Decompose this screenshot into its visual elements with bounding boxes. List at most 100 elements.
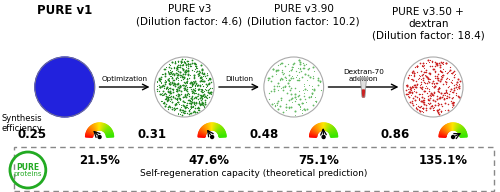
Wedge shape xyxy=(440,130,447,134)
Circle shape xyxy=(322,136,325,138)
Circle shape xyxy=(98,136,101,138)
Wedge shape xyxy=(100,123,102,130)
Wedge shape xyxy=(88,128,94,133)
Wedge shape xyxy=(200,130,206,134)
Circle shape xyxy=(264,57,324,117)
Wedge shape xyxy=(104,126,109,132)
Wedge shape xyxy=(320,123,322,130)
Wedge shape xyxy=(444,126,448,132)
Wedge shape xyxy=(88,129,94,133)
Wedge shape xyxy=(330,130,336,134)
Wedge shape xyxy=(322,123,324,130)
Wedge shape xyxy=(198,134,205,136)
Wedge shape xyxy=(204,125,208,131)
Wedge shape xyxy=(216,126,222,132)
Wedge shape xyxy=(326,124,330,131)
Wedge shape xyxy=(218,129,224,133)
Wedge shape xyxy=(330,132,337,135)
Wedge shape xyxy=(106,131,112,134)
Wedge shape xyxy=(314,127,318,132)
Wedge shape xyxy=(330,136,338,137)
Wedge shape xyxy=(199,131,205,134)
Wedge shape xyxy=(453,123,454,130)
Wedge shape xyxy=(310,133,317,136)
Wedge shape xyxy=(328,127,334,132)
Wedge shape xyxy=(460,131,466,134)
Wedge shape xyxy=(206,124,210,131)
Wedge shape xyxy=(198,133,205,136)
Wedge shape xyxy=(218,128,223,133)
Text: 0.25: 0.25 xyxy=(18,127,47,141)
Wedge shape xyxy=(439,135,446,136)
Wedge shape xyxy=(96,123,98,130)
Wedge shape xyxy=(457,126,462,132)
Wedge shape xyxy=(459,130,466,134)
Wedge shape xyxy=(203,126,207,132)
Wedge shape xyxy=(202,128,207,133)
Wedge shape xyxy=(86,132,93,135)
Wedge shape xyxy=(460,136,467,137)
Wedge shape xyxy=(106,134,114,136)
Wedge shape xyxy=(98,123,99,130)
Wedge shape xyxy=(316,125,320,131)
Wedge shape xyxy=(313,128,318,133)
Wedge shape xyxy=(106,129,112,133)
Polygon shape xyxy=(360,79,366,97)
Wedge shape xyxy=(208,123,210,130)
Wedge shape xyxy=(458,128,464,133)
Wedge shape xyxy=(320,123,322,130)
Wedge shape xyxy=(216,125,220,131)
Wedge shape xyxy=(217,127,222,132)
Wedge shape xyxy=(449,123,452,130)
Wedge shape xyxy=(440,133,446,136)
Wedge shape xyxy=(446,125,450,131)
Wedge shape xyxy=(326,124,328,131)
Wedge shape xyxy=(94,124,97,131)
Wedge shape xyxy=(316,125,320,131)
Circle shape xyxy=(210,136,214,138)
Wedge shape xyxy=(324,123,326,130)
Wedge shape xyxy=(442,127,448,132)
Wedge shape xyxy=(200,129,206,133)
Wedge shape xyxy=(214,123,216,130)
Wedge shape xyxy=(106,136,114,137)
Wedge shape xyxy=(457,125,462,131)
Wedge shape xyxy=(219,136,226,137)
Wedge shape xyxy=(459,129,465,133)
Wedge shape xyxy=(441,129,447,133)
Wedge shape xyxy=(456,124,458,131)
Wedge shape xyxy=(86,135,92,136)
Wedge shape xyxy=(326,123,328,130)
Wedge shape xyxy=(315,126,320,132)
Wedge shape xyxy=(318,124,321,131)
Wedge shape xyxy=(330,131,336,134)
Wedge shape xyxy=(440,133,446,135)
Wedge shape xyxy=(96,123,98,130)
Wedge shape xyxy=(458,128,464,133)
Text: PURE v3.90
(Dilution factor: 10.2): PURE v3.90 (Dilution factor: 10.2) xyxy=(248,4,360,26)
Wedge shape xyxy=(106,133,113,136)
Wedge shape xyxy=(204,125,208,131)
Wedge shape xyxy=(200,129,206,133)
Wedge shape xyxy=(207,124,210,131)
Wedge shape xyxy=(460,135,467,136)
Wedge shape xyxy=(310,135,316,136)
Wedge shape xyxy=(322,123,323,130)
Wedge shape xyxy=(99,123,100,130)
Wedge shape xyxy=(460,133,466,135)
Text: PURE v3
(Dilution factor: 4.6): PURE v3 (Dilution factor: 4.6) xyxy=(136,4,242,26)
Wedge shape xyxy=(458,127,463,132)
Wedge shape xyxy=(328,127,334,132)
Wedge shape xyxy=(92,125,96,131)
Wedge shape xyxy=(102,125,106,131)
Wedge shape xyxy=(460,134,467,136)
Wedge shape xyxy=(310,131,318,134)
Wedge shape xyxy=(101,123,103,130)
Polygon shape xyxy=(362,90,364,97)
Wedge shape xyxy=(310,136,316,137)
Wedge shape xyxy=(210,123,212,130)
Text: Self-regeneration capacity (theoretical prediction): Self-regeneration capacity (theoretical … xyxy=(140,170,368,179)
Wedge shape xyxy=(210,123,212,130)
Wedge shape xyxy=(104,126,108,132)
Wedge shape xyxy=(214,124,217,131)
